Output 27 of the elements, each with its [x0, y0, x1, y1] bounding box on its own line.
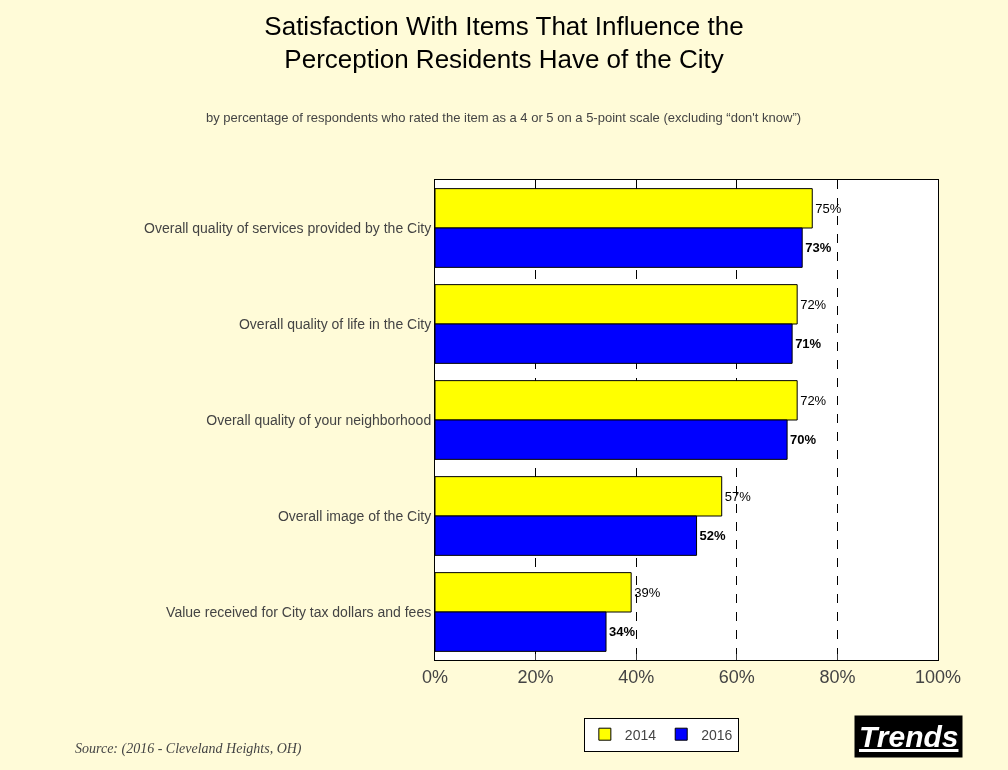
data-label: 70%	[790, 432, 817, 448]
text: Trends	[859, 720, 959, 753]
data-label: 72%	[800, 296, 827, 312]
data-label: 73%	[805, 240, 832, 256]
x-tick-label: 20%	[517, 666, 554, 687]
data-label: 71%	[795, 336, 822, 352]
data-label: 34%	[609, 624, 636, 640]
y-tick-label: Overall image of the City	[277, 507, 432, 524]
source-note: Source: (2016 - Cleveland Heights, OH)	[75, 741, 302, 757]
x-tick-label: 100%	[914, 666, 962, 687]
data-label: 52%	[699, 528, 727, 544]
data-label: 72%	[800, 392, 827, 408]
legend-label: 2016	[701, 726, 733, 743]
data-label: 75%	[815, 200, 842, 216]
x-tick-label: 40%	[618, 666, 655, 687]
y-tick-label: Value received for City tax dollars and fees	[166, 603, 432, 620]
chart-subtitle: by percentage of respondents who rated the item as a 4 or 5 on a 5-point scale (excluding “don't know”)	[206, 110, 802, 125]
legend-label: 2014	[624, 726, 657, 743]
x-tick-label: 60%	[718, 666, 755, 687]
x-tick-label: 0%	[421, 666, 449, 687]
data-label: 39%	[634, 584, 661, 600]
x-tick-label: 80%	[819, 666, 856, 687]
y-tick-label: Overall quality of your neighborhood	[206, 411, 432, 428]
chart-title: Satisfaction With Items That Influence the Perception Residents Have of the City	[264, 10, 744, 75]
data-label: 57%	[724, 488, 752, 504]
y-tick-label: Overall quality of life in the City	[239, 315, 432, 332]
y-tick-label: Overall quality of services provided by the City	[144, 219, 432, 236]
